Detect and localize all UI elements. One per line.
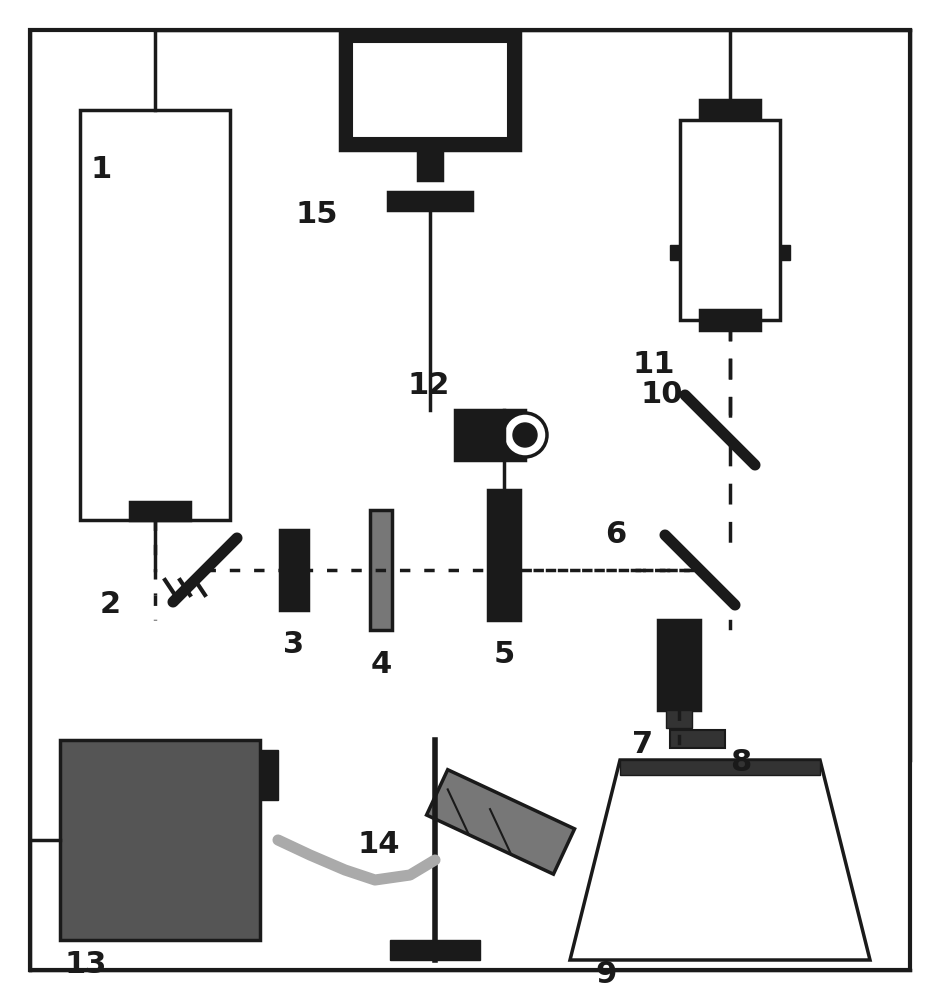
Text: 4: 4: [371, 650, 391, 679]
Text: 14: 14: [357, 830, 400, 859]
Bar: [670, 730, 725, 748]
FancyBboxPatch shape: [426, 770, 574, 874]
Bar: [130, 502, 190, 520]
Bar: [658, 620, 700, 710]
Bar: [390, 940, 480, 960]
Text: 13: 13: [65, 950, 108, 979]
Text: 10: 10: [640, 380, 683, 409]
Text: 5: 5: [493, 640, 515, 669]
Circle shape: [503, 413, 547, 457]
Text: 11: 11: [633, 350, 675, 379]
Text: 2: 2: [100, 590, 121, 619]
Bar: [620, 760, 820, 775]
Bar: [388, 192, 472, 210]
Bar: [370, 510, 392, 630]
Text: 3: 3: [284, 630, 305, 659]
Text: 15: 15: [295, 200, 338, 229]
Bar: [418, 150, 442, 180]
Bar: [352, 42, 508, 138]
Text: 8: 8: [730, 748, 752, 777]
Bar: [280, 530, 308, 610]
Text: 7: 7: [632, 730, 653, 759]
Circle shape: [513, 423, 537, 447]
Bar: [60, 740, 260, 940]
Bar: [80, 110, 230, 520]
Text: 1: 1: [90, 155, 111, 184]
Text: 6: 6: [605, 520, 626, 549]
Bar: [700, 100, 760, 120]
Bar: [670, 245, 680, 260]
Text: 9: 9: [595, 960, 617, 989]
Bar: [680, 120, 780, 320]
Bar: [700, 310, 760, 330]
Bar: [780, 245, 790, 260]
Text: 12: 12: [407, 371, 450, 400]
Bar: [260, 750, 278, 800]
Bar: [455, 410, 525, 460]
Bar: [488, 490, 520, 620]
Bar: [340, 30, 520, 150]
Bar: [666, 710, 692, 728]
